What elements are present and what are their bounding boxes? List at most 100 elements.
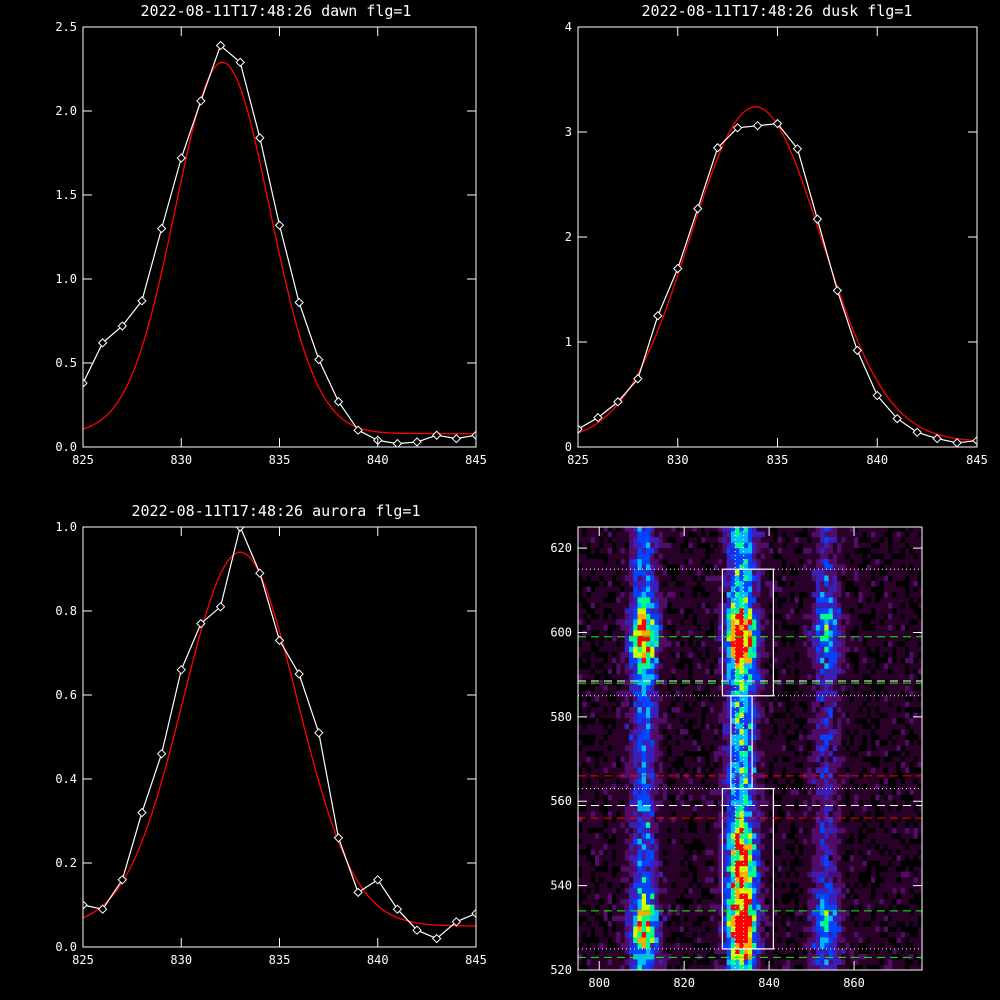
heatmap-cell [701, 668, 706, 675]
heatmap-cell [650, 915, 655, 922]
heatmap-cell [798, 948, 804, 954]
heatmap-cell [828, 871, 834, 878]
heatmap-cell [730, 942, 736, 949]
heatmap-cell [900, 860, 906, 867]
heatmap-cell [624, 827, 630, 834]
heatmap-cell [582, 684, 587, 691]
heatmap-cell [620, 739, 626, 746]
heatmap-cell [824, 750, 829, 757]
heatmap-cell [896, 810, 902, 817]
heatmap-cell [646, 827, 651, 834]
heatmap-cell [905, 904, 910, 911]
heatmap-cell [824, 816, 829, 823]
heatmap-cell [675, 909, 681, 916]
heatmap-cell [586, 783, 592, 790]
heatmap-cell [718, 805, 723, 812]
heatmap-cell [888, 651, 893, 658]
heatmap-cell [777, 794, 783, 801]
heatmap-cell [896, 657, 902, 664]
heatmap-cell [654, 745, 659, 751]
heatmap-cell [892, 948, 897, 954]
heatmap-cell [849, 904, 855, 911]
heatmap-cell [824, 920, 829, 927]
heatmap-cell [595, 887, 600, 894]
heatmap-cell [624, 816, 630, 823]
heatmap-cell [905, 783, 910, 790]
heatmap-cell [603, 871, 609, 878]
heatmap-cell [854, 882, 859, 889]
heatmap-cell [735, 843, 740, 850]
heatmap-cell [769, 849, 774, 856]
heatmap-cell [760, 909, 766, 916]
heatmap-cell [752, 662, 757, 669]
heatmap-cell [837, 810, 842, 817]
heatmap-cell [735, 717, 740, 724]
heatmap-cell [629, 657, 634, 664]
heatmap-cell [790, 948, 795, 954]
heatmap-cell [654, 695, 659, 702]
aurora-data-point [373, 875, 383, 885]
heatmap-cell [739, 942, 744, 949]
heatmap-cell [662, 920, 668, 927]
heatmap-cell [837, 926, 842, 932]
heatmap-cell [905, 750, 910, 757]
heatmap-cell [637, 783, 643, 790]
heatmap-cell [760, 876, 766, 883]
heatmap-cell [629, 717, 634, 724]
heatmap-cell [905, 959, 910, 965]
heatmap-cell [828, 657, 834, 664]
heatmap-cell [624, 745, 630, 751]
heatmap-cell [578, 761, 583, 768]
heatmap-cell [794, 959, 800, 965]
heatmap-cell [892, 931, 897, 938]
heatmap-cell [586, 821, 592, 828]
aurora-x-tick-label: 825 [72, 953, 94, 967]
heatmap-cell [807, 942, 812, 949]
heatmap-cell [807, 789, 812, 795]
heatmap-cell [879, 800, 885, 806]
heatmap-cell [743, 948, 749, 954]
heatmap-cell [692, 942, 698, 949]
heatmap-cell [909, 778, 914, 784]
heatmap-cell [624, 684, 630, 691]
heatmap-cell [582, 920, 587, 927]
heatmap-cell [862, 920, 868, 927]
heatmap-cell [849, 931, 855, 938]
heatmap-cell [764, 876, 770, 883]
heatmap-cell [820, 794, 825, 801]
heatmap-cell [917, 734, 922, 741]
heatmap-cell [735, 816, 740, 823]
heatmap-cell [612, 728, 617, 735]
heatmap-cell [578, 915, 583, 922]
heatmap-cell [892, 662, 897, 669]
heatmap-cell [756, 745, 761, 751]
heatmap-cell [820, 772, 825, 779]
heatmap-cell [620, 816, 626, 823]
heatmap-cell [739, 953, 744, 960]
heatmap-cell [773, 920, 778, 927]
heatmap-cell [633, 750, 638, 757]
heatmap-cell [616, 706, 621, 713]
heatmap-cell [896, 706, 902, 713]
heatmap-cell [888, 827, 893, 834]
heatmap-cell [917, 750, 922, 757]
heatmap-cell [641, 789, 647, 795]
heatmap-cell [879, 695, 885, 702]
heatmap-cell [688, 717, 693, 724]
heatmap-cell [616, 695, 621, 702]
heatmap-cell [709, 876, 715, 883]
heatmap-cell [764, 898, 770, 905]
heatmap-cell [875, 882, 880, 889]
heatmap-cell [726, 904, 732, 911]
heatmap-cell [739, 959, 744, 965]
heatmap-cell [824, 942, 829, 949]
heatmap-cell [743, 937, 749, 943]
heatmap-cell [896, 662, 902, 669]
heatmap-cell [675, 657, 681, 664]
heatmap-cell [633, 706, 638, 713]
heatmap-cell [790, 701, 795, 708]
heatmap-cell [726, 695, 732, 702]
heatmap-cell [828, 734, 834, 741]
heatmap-cell [803, 706, 808, 713]
heatmap-cell [692, 646, 698, 653]
